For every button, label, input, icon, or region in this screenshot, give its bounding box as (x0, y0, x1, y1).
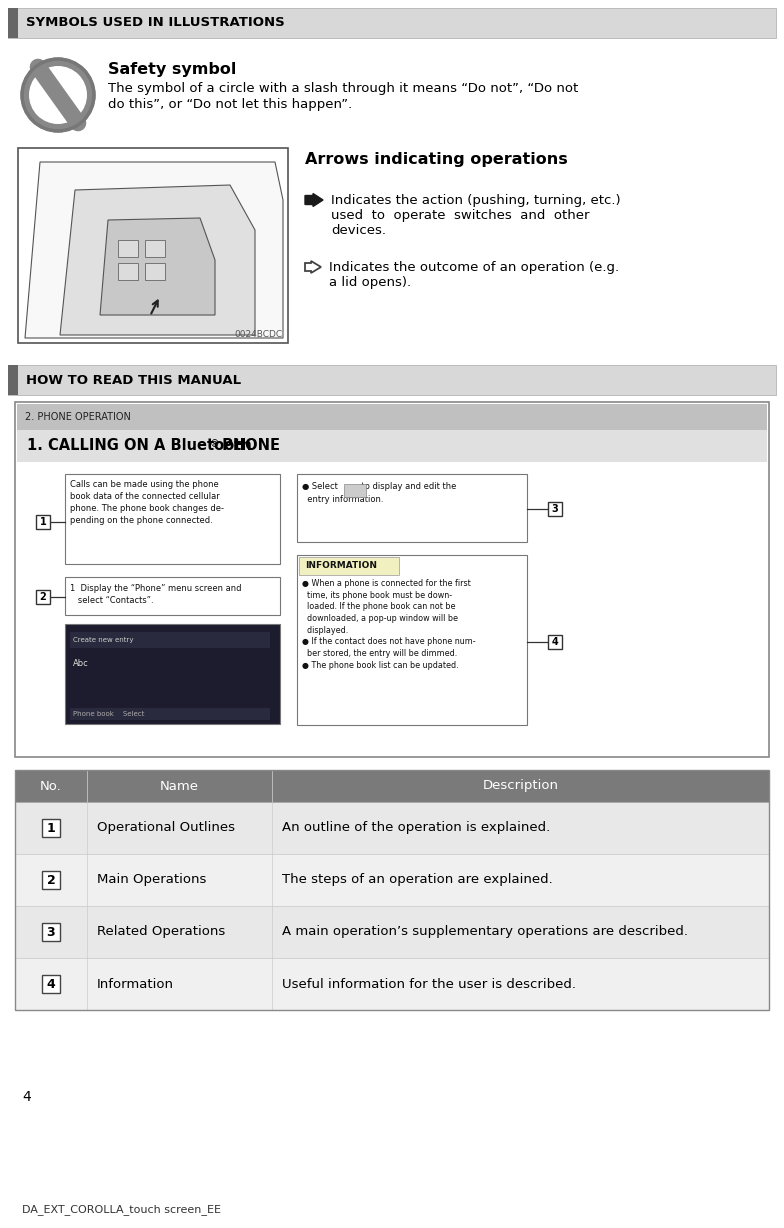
Text: 1: 1 (40, 517, 46, 527)
Text: DA_EXT_COROLLA_touch screen_EE: DA_EXT_COROLLA_touch screen_EE (22, 1205, 221, 1214)
Bar (36, 515, 50, 529)
Bar (299, 558, 399, 575)
Bar (548, 635, 562, 650)
Text: Indicates the action (pushing, turning, etc.): Indicates the action (pushing, turning, … (331, 194, 621, 208)
Text: used  to  operate  switches  and  other: used to operate switches and other (331, 209, 590, 222)
Text: 4: 4 (46, 977, 56, 991)
Text: INFORMATION: INFORMATION (305, 561, 377, 571)
Text: Indicates the outcome of an operation (e.g.: Indicates the outcome of an operation (e… (329, 262, 619, 274)
Text: 1: 1 (46, 822, 56, 835)
Text: ®: ® (210, 438, 220, 449)
Text: Related Operations: Related Operations (97, 926, 225, 938)
Circle shape (29, 66, 87, 124)
Polygon shape (60, 185, 255, 335)
Text: PHONE: PHONE (217, 438, 280, 453)
Polygon shape (25, 162, 283, 338)
Bar (42, 871, 60, 889)
Bar (65, 474, 280, 564)
Text: Useful information for the user is described.: Useful information for the user is descr… (282, 977, 576, 991)
Bar (15, 906, 769, 958)
Text: 2: 2 (46, 873, 56, 887)
Text: Calls can be made using the phone
book data of the connected cellular
phone. The: Calls can be made using the phone book d… (70, 480, 224, 526)
Bar (70, 709, 270, 720)
Bar (8, 365, 776, 395)
Text: Safety symbol: Safety symbol (108, 61, 236, 77)
Bar (297, 474, 527, 542)
Bar (17, 404, 767, 430)
Text: ● Select         to display and edit the
  entry information.: ● Select to display and edit the entry i… (302, 483, 456, 503)
Bar (548, 502, 562, 516)
Text: HOW TO READ THIS MANUAL: HOW TO READ THIS MANUAL (26, 373, 241, 387)
Text: 3: 3 (47, 926, 56, 938)
Text: Phone book    Select: Phone book Select (73, 711, 144, 717)
Text: 0024BCDC: 0024BCDC (235, 330, 283, 339)
Bar (36, 589, 50, 604)
Text: 1. CALLING ON A Bluetooth: 1. CALLING ON A Bluetooth (27, 438, 252, 453)
Bar (17, 430, 767, 462)
Text: SYMBOLS USED IN ILLUSTRATIONS: SYMBOLS USED IN ILLUSTRATIONS (26, 16, 285, 29)
Bar (65, 577, 280, 615)
Bar (42, 923, 60, 941)
Text: a lid opens).: a lid opens). (329, 276, 411, 289)
Bar (118, 263, 138, 280)
Text: No.: No. (40, 780, 62, 792)
Bar (42, 975, 60, 993)
Circle shape (22, 59, 94, 131)
Bar (15, 770, 769, 1009)
Text: The symbol of a circle with a slash through it means “Do not”, “Do not: The symbol of a circle with a slash thro… (108, 82, 579, 95)
Text: Abc: Abc (73, 659, 89, 668)
Text: ● When a phone is connected for the first
  time, its phone book must be down-
 : ● When a phone is connected for the firs… (302, 578, 476, 669)
Bar (344, 484, 366, 497)
Bar (15, 958, 769, 1009)
Text: Operational Outlines: Operational Outlines (97, 822, 235, 835)
Text: Main Operations: Main Operations (97, 873, 206, 887)
Bar (15, 853, 769, 906)
Text: Create new entry: Create new entry (73, 637, 133, 643)
Text: 1  Display the “Phone” menu screen and
   select “Contacts”.: 1 Display the “Phone” menu screen and se… (70, 585, 241, 605)
Bar (8, 9, 776, 38)
Bar (15, 402, 769, 756)
Bar (8, 365, 18, 395)
Text: 3: 3 (552, 503, 558, 515)
Bar (42, 819, 60, 837)
FancyArrow shape (305, 194, 323, 206)
Bar (15, 802, 769, 853)
Polygon shape (100, 219, 215, 316)
Bar (15, 770, 769, 802)
Text: Information: Information (97, 977, 174, 991)
Text: do this”, or “Do not let this happen”.: do this”, or “Do not let this happen”. (108, 98, 352, 111)
Text: An outline of the operation is explained.: An outline of the operation is explained… (282, 822, 550, 835)
Bar (8, 9, 18, 38)
Text: 2. PHONE OPERATION: 2. PHONE OPERATION (25, 413, 131, 422)
Text: A main operation’s supplementary operations are described.: A main operation’s supplementary operati… (282, 926, 688, 938)
Bar (65, 624, 280, 725)
FancyArrow shape (305, 262, 321, 273)
Text: 4: 4 (552, 637, 558, 647)
Bar (70, 632, 270, 648)
Text: Description: Description (482, 780, 558, 792)
Text: Arrows indicating operations: Arrows indicating operations (305, 152, 568, 167)
Bar (18, 149, 288, 343)
Bar (118, 239, 138, 257)
Bar (145, 239, 165, 257)
Bar (297, 555, 527, 725)
Bar (145, 263, 165, 280)
Text: 4: 4 (22, 1090, 31, 1104)
Text: 2: 2 (40, 592, 46, 602)
Text: Name: Name (160, 780, 199, 792)
Text: The steps of an operation are explained.: The steps of an operation are explained. (282, 873, 553, 887)
Text: devices.: devices. (331, 223, 386, 237)
